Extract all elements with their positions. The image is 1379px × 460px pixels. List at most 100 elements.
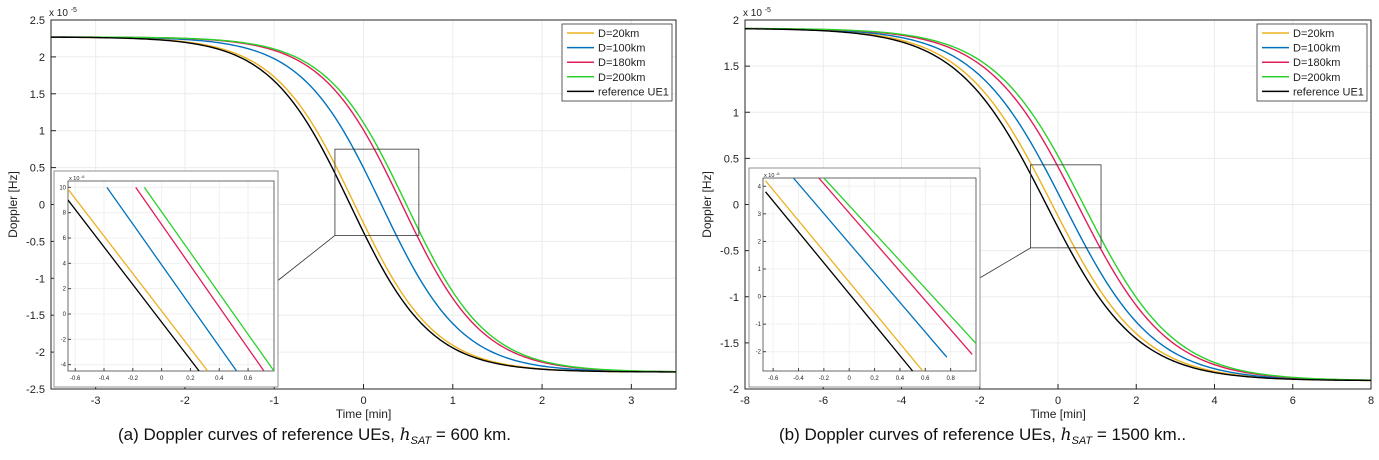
legend-entry-label: D=20km xyxy=(1293,28,1334,40)
x-tick-label: -3 xyxy=(91,395,101,407)
inset-series-line xyxy=(765,191,914,371)
y-tick-label: -0.5 xyxy=(26,236,45,248)
series-group xyxy=(51,36,676,373)
inset-x-tick-label: 0.2 xyxy=(186,376,195,382)
y-tick-label: 0.5 xyxy=(724,153,739,165)
inset-frame xyxy=(762,177,977,372)
y-tick-label: 0 xyxy=(39,200,45,212)
chart-panel-a: -3 -2 -1 0 1 2 3 -2.5 -2 -1.5 -1 -0.5 0 0.5 1 1.5 2 2.5 x … xyxy=(6,7,677,421)
inset-y-tick-label: -4 xyxy=(61,363,67,369)
inset-y-tick-label: 2 xyxy=(758,239,762,245)
y-tick-label: 1 xyxy=(733,107,739,119)
inset-y-tick-label: 8 xyxy=(63,211,67,217)
y-exponent-label: x 10 -5 xyxy=(743,7,771,19)
inset-y-tick-label: -1 xyxy=(756,322,762,328)
legend: D=20km D=100km D=180km D=200km reference UE1 xyxy=(561,23,673,102)
inset-series-group xyxy=(68,186,274,371)
series-line-reference-ue1 xyxy=(745,28,1371,382)
legend: D=20km D=100km D=180km D=200km reference UE1 xyxy=(1256,23,1368,102)
series-line-d-100km xyxy=(745,27,1371,382)
x-tick-label: -4 xyxy=(897,395,907,407)
y-tick-label: 2 xyxy=(733,15,739,27)
inset-y-tick-label: 0 xyxy=(63,312,67,318)
figure-canvas: -3 -2 -1 0 1 2 3 -2.5 -2 -1.5 -1 -0.5 0 0.5 1 1.5 2 2.5 x … xyxy=(6,7,1374,421)
legend-entry-label: D=100km xyxy=(598,43,645,55)
y-tick-label: 0.5 xyxy=(30,163,45,175)
x-tick-label: 2 xyxy=(1133,395,1139,407)
legend-box xyxy=(1256,23,1368,102)
x-tick-label: 6 xyxy=(1290,395,1296,407)
y-tick-label: 0 xyxy=(733,200,739,212)
x-axis-label: Time [min] xyxy=(1030,407,1086,421)
inset-x-tick-label: -0.6 xyxy=(768,376,779,382)
legend-entry-label: D=180km xyxy=(1293,57,1340,69)
inset-series-line xyxy=(792,178,948,358)
zoom-connector xyxy=(977,247,1031,280)
inset-x-tick-label: 0.6 xyxy=(244,376,253,382)
x-tick-label: 1 xyxy=(450,395,456,407)
inset-background xyxy=(53,170,279,388)
inset-axes: -0.6 -0.4 -0.2 0 0.2 0.4 0.6 0.8 -2 -1 0 1 2 3 4x 10 -… xyxy=(756,171,977,382)
inset-series-line xyxy=(106,186,238,371)
y-tick-label: -2.5 xyxy=(26,384,45,396)
legend-entry-label: D=20km xyxy=(598,28,639,40)
inset-x-tick-label: -0.2 xyxy=(819,376,830,382)
inset-x-tick-label: -0.2 xyxy=(128,376,139,382)
inset-y-tick-label: 4 xyxy=(63,261,67,267)
inset-exponent-label: x 10 -6 xyxy=(69,174,85,182)
x-tick-label: 8 xyxy=(1368,395,1374,407)
chart-panel-b: -8 -6 -4 -2 0 2 4 6 8 -2 -1.5 -1 -0.5 0 0.5 1 1.5 2 x 10 -… xyxy=(700,7,1374,421)
inset-y-tick-label: 4 xyxy=(758,184,762,190)
y-tick-label: -1 xyxy=(729,292,739,304)
inset-x-tick-label: 0 xyxy=(160,376,164,382)
x-tick-label: -6 xyxy=(818,395,828,407)
zoom-box xyxy=(334,148,420,236)
series-group xyxy=(745,27,1371,382)
y-tick-label: 1.5 xyxy=(30,89,45,101)
inset-y-tick-label: 3 xyxy=(758,212,762,218)
legend-entry-label: reference UE1 xyxy=(598,86,669,98)
inset-frame xyxy=(67,180,275,372)
series-line-d-200km xyxy=(51,36,676,373)
x-tick-label: 4 xyxy=(1211,395,1217,407)
y-axis-label: Doppler [Hz] xyxy=(6,171,20,238)
inset-series-line xyxy=(135,186,265,371)
inset-series-line xyxy=(823,178,976,344)
x-tick-label: 3 xyxy=(628,395,634,407)
inset-series-line xyxy=(818,178,973,355)
legend-entry-label: D=200km xyxy=(1293,72,1340,84)
inset-x-tick-label: 0.4 xyxy=(215,376,224,382)
inset-x-tick-label: 0.6 xyxy=(921,376,930,382)
y-exponent-label: x 10 -5 xyxy=(49,7,77,19)
inset-series-line xyxy=(143,186,274,371)
legend-entry-label: D=180km xyxy=(598,57,645,69)
x-tick-label: 2 xyxy=(539,395,545,407)
series-line-reference-ue1 xyxy=(51,36,676,373)
x-tick-label: 0 xyxy=(1055,395,1061,407)
inset-y-tick-label: -2 xyxy=(756,350,762,356)
legend-entry-label: D=100km xyxy=(1293,43,1340,55)
zoom-connector xyxy=(275,235,336,283)
x-tick-label: -2 xyxy=(975,395,985,407)
x-tick-label: -1 xyxy=(269,395,279,407)
inset-x-tick-label: 0.2 xyxy=(870,376,879,382)
caption-a: (a) Doppler curves of reference UEs, hSA… xyxy=(118,425,511,447)
zoom-box xyxy=(1030,164,1102,249)
inset-y-tick-label: -2 xyxy=(61,337,67,343)
inset-y-tick-label: 6 xyxy=(63,236,67,242)
caption-b: (b) Doppler curves of reference UEs, hSA… xyxy=(779,425,1187,447)
legend-entry-label: reference UE1 xyxy=(1293,86,1364,98)
inset-axes: -0.6 -0.4 -0.2 0 0.2 0.4 0.6 -4 -2 0 2 4 6 8 10x 10 -6 xyxy=(59,174,275,382)
inset-x-tick-label: 0 xyxy=(848,376,852,382)
y-tick-label: -1.5 xyxy=(720,338,739,350)
inset-background xyxy=(748,167,981,388)
y-tick-label: 1 xyxy=(39,126,45,138)
inset-series-line xyxy=(68,188,209,371)
y-tick-label: -1.5 xyxy=(26,310,45,322)
x-tick-label: -8 xyxy=(740,395,750,407)
y-tick-label: 2 xyxy=(39,52,45,64)
y-tick-label: -0.5 xyxy=(720,246,739,258)
inset-x-tick-label: 0.8 xyxy=(946,376,955,382)
y-tick-label: -2 xyxy=(729,384,739,396)
x-axis-label: Time [min] xyxy=(336,407,392,421)
